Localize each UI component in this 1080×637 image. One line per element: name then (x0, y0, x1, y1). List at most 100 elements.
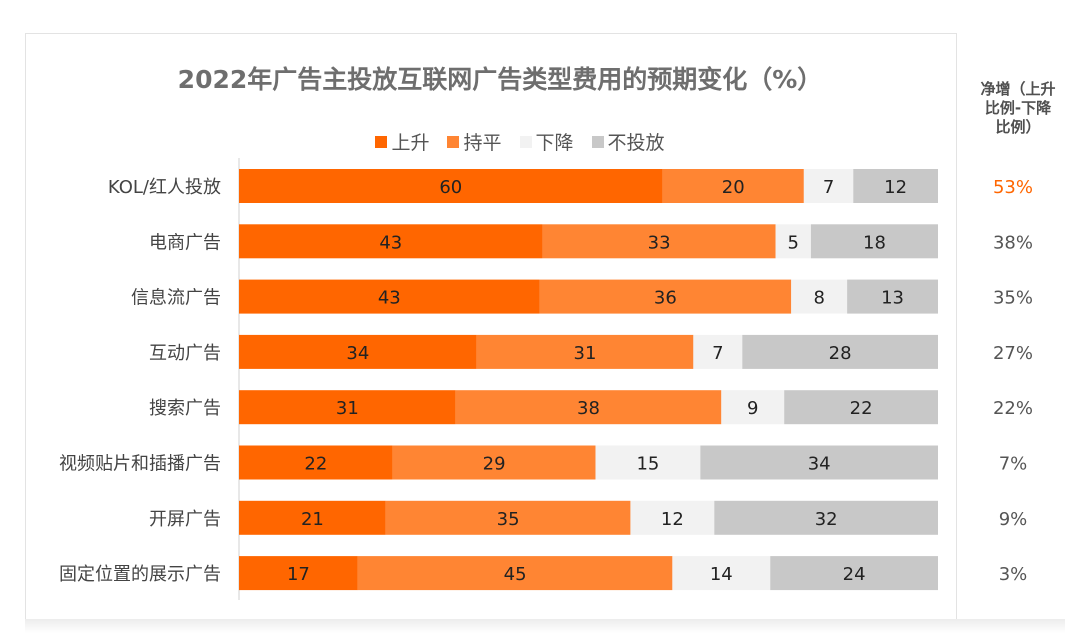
legend-item-flat: 持平 (447, 128, 502, 155)
category-label: 视频贴片和插播广告 (59, 454, 221, 475)
bar-segment (239, 445, 393, 480)
data-label: 43 (379, 232, 402, 253)
bar-segment (539, 279, 792, 314)
bar-segment (791, 279, 848, 314)
category-label: 搜索广告 (149, 398, 221, 419)
bar-segment (239, 224, 543, 259)
data-label: 22 (850, 398, 873, 419)
bar-segment (630, 500, 715, 535)
legend-label-fall: 下降 (535, 132, 574, 154)
data-label: 9 (747, 398, 758, 419)
data-label: 31 (574, 343, 597, 364)
data-label: 28 (829, 343, 852, 364)
net-increase-value: 53% (993, 177, 1033, 198)
bar-segment (714, 500, 938, 535)
bar-segment (595, 445, 701, 480)
data-label: 34 (808, 454, 831, 475)
category-label: 固定位置的展示广告 (59, 564, 221, 585)
legend-item-fall: 下降 (519, 128, 574, 155)
legend-swatch-fall (519, 135, 532, 148)
data-label: 8 (813, 288, 824, 309)
data-label: 20 (722, 177, 745, 198)
data-label: 36 (654, 288, 677, 309)
bar-segment (239, 279, 540, 314)
data-label: 21 (301, 509, 324, 530)
bar-segment (693, 334, 743, 369)
net-increase-value: 3% (999, 564, 1028, 585)
data-label: 34 (346, 343, 369, 364)
category-label: 互动广告 (149, 343, 221, 364)
net-increase-value: 9% (999, 509, 1028, 530)
bar-segment (742, 334, 938, 369)
data-label: 29 (483, 454, 506, 475)
bar-segment (784, 390, 938, 425)
data-label: 7 (823, 177, 834, 198)
bar-segment (239, 390, 456, 425)
bar-segment (542, 224, 776, 259)
bar-segment (357, 556, 673, 591)
bar-segment (392, 445, 596, 480)
data-label: 45 (504, 564, 527, 585)
data-label: 38 (577, 398, 600, 419)
bar-segment (662, 169, 804, 203)
data-label: 32 (815, 509, 838, 530)
bar-segment (847, 279, 938, 314)
legend-item-none: 不投放 (591, 128, 665, 155)
data-label: 17 (287, 564, 310, 585)
net-increase-value: 27% (993, 343, 1033, 364)
data-label: 14 (710, 564, 733, 585)
legend-item-rise: 上升 (375, 128, 429, 155)
legend-label-rise: 上升 (391, 132, 430, 154)
data-label: 12 (661, 509, 684, 530)
data-label: 12 (884, 177, 907, 198)
bar-segment (700, 445, 938, 480)
bar-segment (455, 390, 722, 425)
data-label: 15 (636, 454, 659, 475)
bar-segment (803, 169, 854, 203)
bar-segment (385, 500, 631, 535)
bar-segment (239, 334, 477, 369)
category-label: 电商广告 (149, 232, 221, 253)
data-label: 13 (881, 288, 904, 309)
bar-segment (721, 390, 785, 425)
category-label: 开屏广告 (149, 509, 221, 530)
category-label: 信息流广告 (131, 288, 221, 309)
legend-label-flat: 持平 (463, 132, 502, 154)
net-increase-value: 35% (993, 288, 1033, 309)
bar-segment (810, 224, 938, 259)
bottom-shadow (25, 619, 1065, 633)
data-label: 18 (863, 232, 886, 253)
category-label: KOL/红人投放 (108, 177, 221, 198)
net-increase-value: 38% (993, 232, 1033, 253)
data-label: 7 (712, 343, 723, 364)
legend-swatch-rise (375, 135, 388, 148)
net-header-line-3: 比例） (995, 118, 1041, 136)
data-label: 33 (648, 232, 671, 253)
bar-segment (853, 169, 938, 203)
net-increase-value: 7% (999, 454, 1028, 475)
bar-segment (476, 334, 694, 369)
data-label: 24 (843, 564, 866, 585)
data-label: 35 (497, 509, 520, 530)
bar-segment (775, 224, 811, 259)
data-label: 43 (378, 288, 401, 309)
legend-swatch-flat (447, 135, 460, 148)
legend-label-none: 不投放 (607, 132, 665, 154)
data-label: 60 (439, 177, 462, 198)
bar-segment (239, 556, 358, 591)
data-label: 22 (304, 454, 327, 475)
bar-segment (770, 556, 938, 591)
chart-legend: 上升 持平 下降 不投放 (240, 128, 800, 155)
net-header-line-1: 净增（上升 (980, 80, 1056, 98)
net-increase-header: 净增（上升 比例-下降 比例） (968, 80, 1068, 137)
chart-title: 2022年广告主投放互联网广告类型费用的预期变化（%） (177, 65, 823, 94)
data-label: 31 (336, 398, 359, 419)
bar-segment (672, 556, 771, 591)
bar-segment (239, 169, 663, 203)
legend-swatch-none (591, 135, 604, 148)
bar-segment (239, 500, 386, 535)
net-header-line-2: 比例-下降 (984, 99, 1052, 117)
net-increase-value: 22% (993, 398, 1033, 419)
